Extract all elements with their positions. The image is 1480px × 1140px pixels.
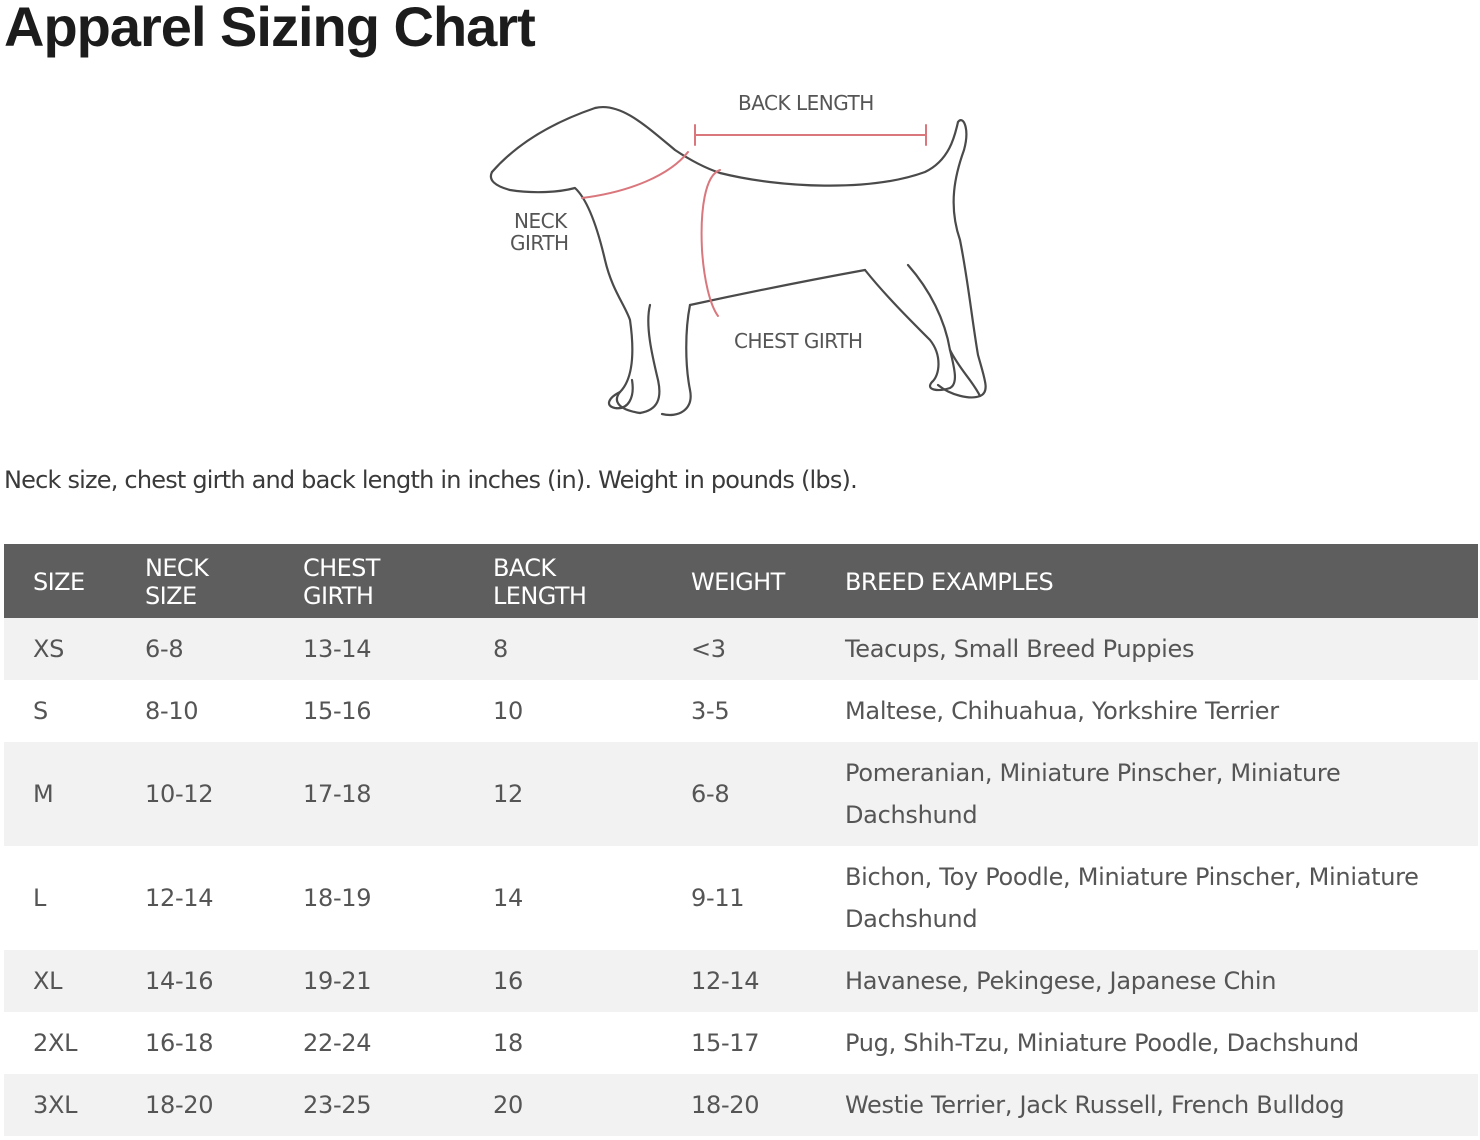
cell-weight: 12-14: [691, 967, 760, 995]
cell-neck: 10-12: [145, 780, 214, 808]
cell-size: 3XL: [33, 1091, 78, 1119]
cell-back: 14: [493, 884, 523, 912]
cell-back: 10: [493, 697, 523, 725]
cell-back: 12: [493, 780, 523, 808]
back-length-label: BACK LENGTH: [738, 91, 874, 115]
cell-breeds: Pomeranian, Miniature Pinscher, Miniatur…: [845, 759, 1341, 829]
cell-chest: 13-14: [303, 635, 372, 663]
cell-chest: 23-25: [303, 1091, 372, 1119]
units-note: Neck size, chest girth and back length i…: [4, 466, 858, 494]
cell-chest: 19-21: [303, 967, 372, 995]
chest-girth-curve: [700, 169, 721, 317]
table-row: 2XL 16-18 22-24 18 15-17 Pug, Shih-Tzu, …: [4, 1012, 1478, 1074]
chest-girth-label: CHEST GIRTH: [734, 329, 863, 353]
cell-neck: 16-18: [145, 1029, 214, 1057]
cell-weight: 6-8: [691, 780, 730, 808]
cell-neck: 8-10: [145, 697, 199, 725]
cell-back: 16: [493, 967, 523, 995]
table-row: 3XL 18-20 23-25 20 18-20 Westie Terrier,…: [4, 1074, 1478, 1136]
cell-weight: 3-5: [691, 697, 730, 725]
neck-girth-label: NECK: [514, 209, 568, 233]
cell-size: 2XL: [33, 1029, 78, 1057]
cell-breeds: Bichon, Toy Poodle, Miniature Pinscher, …: [845, 863, 1419, 933]
dog-measurement-diagram: BACK LENGTH NECK GIRTH CHEST GIRTH: [480, 80, 1010, 430]
cell-neck: 14-16: [145, 967, 214, 995]
cell-chest: 15-16: [303, 697, 372, 725]
cell-back: 20: [493, 1091, 523, 1119]
size-table: SIZE NECK SIZE CHEST GIRTH BACK LENGTH WEIG…: [4, 544, 1478, 1136]
cell-breeds: Maltese, Chihuahua, Yorkshire Terrier: [845, 697, 1279, 725]
cell-breeds: Westie Terrier, Jack Russell, French Bul…: [845, 1091, 1345, 1119]
cell-back: 8: [493, 635, 508, 663]
neck-girth-curve: [581, 151, 689, 199]
table-row: S 8-10 15-16 10 3-5 Maltese, Chihuahua, …: [4, 680, 1478, 742]
header-neck-size: NECK SIZE: [145, 544, 303, 618]
page-title: Apparel Sizing Chart: [4, 0, 536, 58]
table-row: XS 6-8 13-14 8 <3 Teacups, Small Breed P…: [4, 618, 1478, 680]
cell-chest: 17-18: [303, 780, 372, 808]
dog-outline-illustration: BACK LENGTH NECK GIRTH CHEST GIRTH: [489, 91, 987, 417]
cell-back: 18: [493, 1029, 523, 1057]
cell-weight: 18-20: [691, 1091, 760, 1119]
measurement-marks: [581, 124, 927, 317]
table-row: L 12-14 18-19 14 9-11 Bichon, Toy Poodle…: [4, 846, 1478, 950]
cell-chest: 22-24: [303, 1029, 372, 1057]
table-row: M 10-12 17-18 12 6-8 Pomeranian, Miniatu…: [4, 742, 1478, 846]
dog-outline: [489, 105, 987, 417]
cell-breeds: Havanese, Pekingese, Japanese Chin: [845, 967, 1277, 995]
cell-weight: 15-17: [691, 1029, 760, 1057]
header-back-length: BACK LENGTH: [493, 544, 691, 618]
cell-size: M: [33, 780, 54, 808]
header-breed-examples: BREED EXAMPLES: [845, 544, 1478, 618]
cell-neck: 12-14: [145, 884, 214, 912]
table-row: XL 14-16 19-21 16 12-14 Havanese, Peking…: [4, 950, 1478, 1012]
cell-breeds: Teacups, Small Breed Puppies: [845, 635, 1195, 663]
cell-size: S: [33, 697, 48, 725]
cell-size: L: [33, 884, 47, 912]
cell-weight: 9-11: [691, 884, 745, 912]
header-weight: WEIGHT: [691, 544, 845, 618]
cell-size: XS: [33, 635, 65, 663]
header-size: SIZE: [4, 544, 145, 618]
neck-girth-label-line2: GIRTH: [510, 231, 569, 255]
table-header-row: SIZE NECK SIZE CHEST GIRTH BACK LENGTH WEIG…: [4, 544, 1478, 618]
cell-size: XL: [33, 967, 63, 995]
cell-neck: 6-8: [145, 635, 184, 663]
header-chest-girth: CHEST GIRTH: [303, 544, 493, 618]
cell-chest: 18-19: [303, 884, 372, 912]
cell-neck: 18-20: [145, 1091, 214, 1119]
cell-breeds: Pug, Shih-Tzu, Miniature Poodle, Dachshu…: [845, 1029, 1359, 1057]
cell-weight: <3: [691, 635, 726, 663]
